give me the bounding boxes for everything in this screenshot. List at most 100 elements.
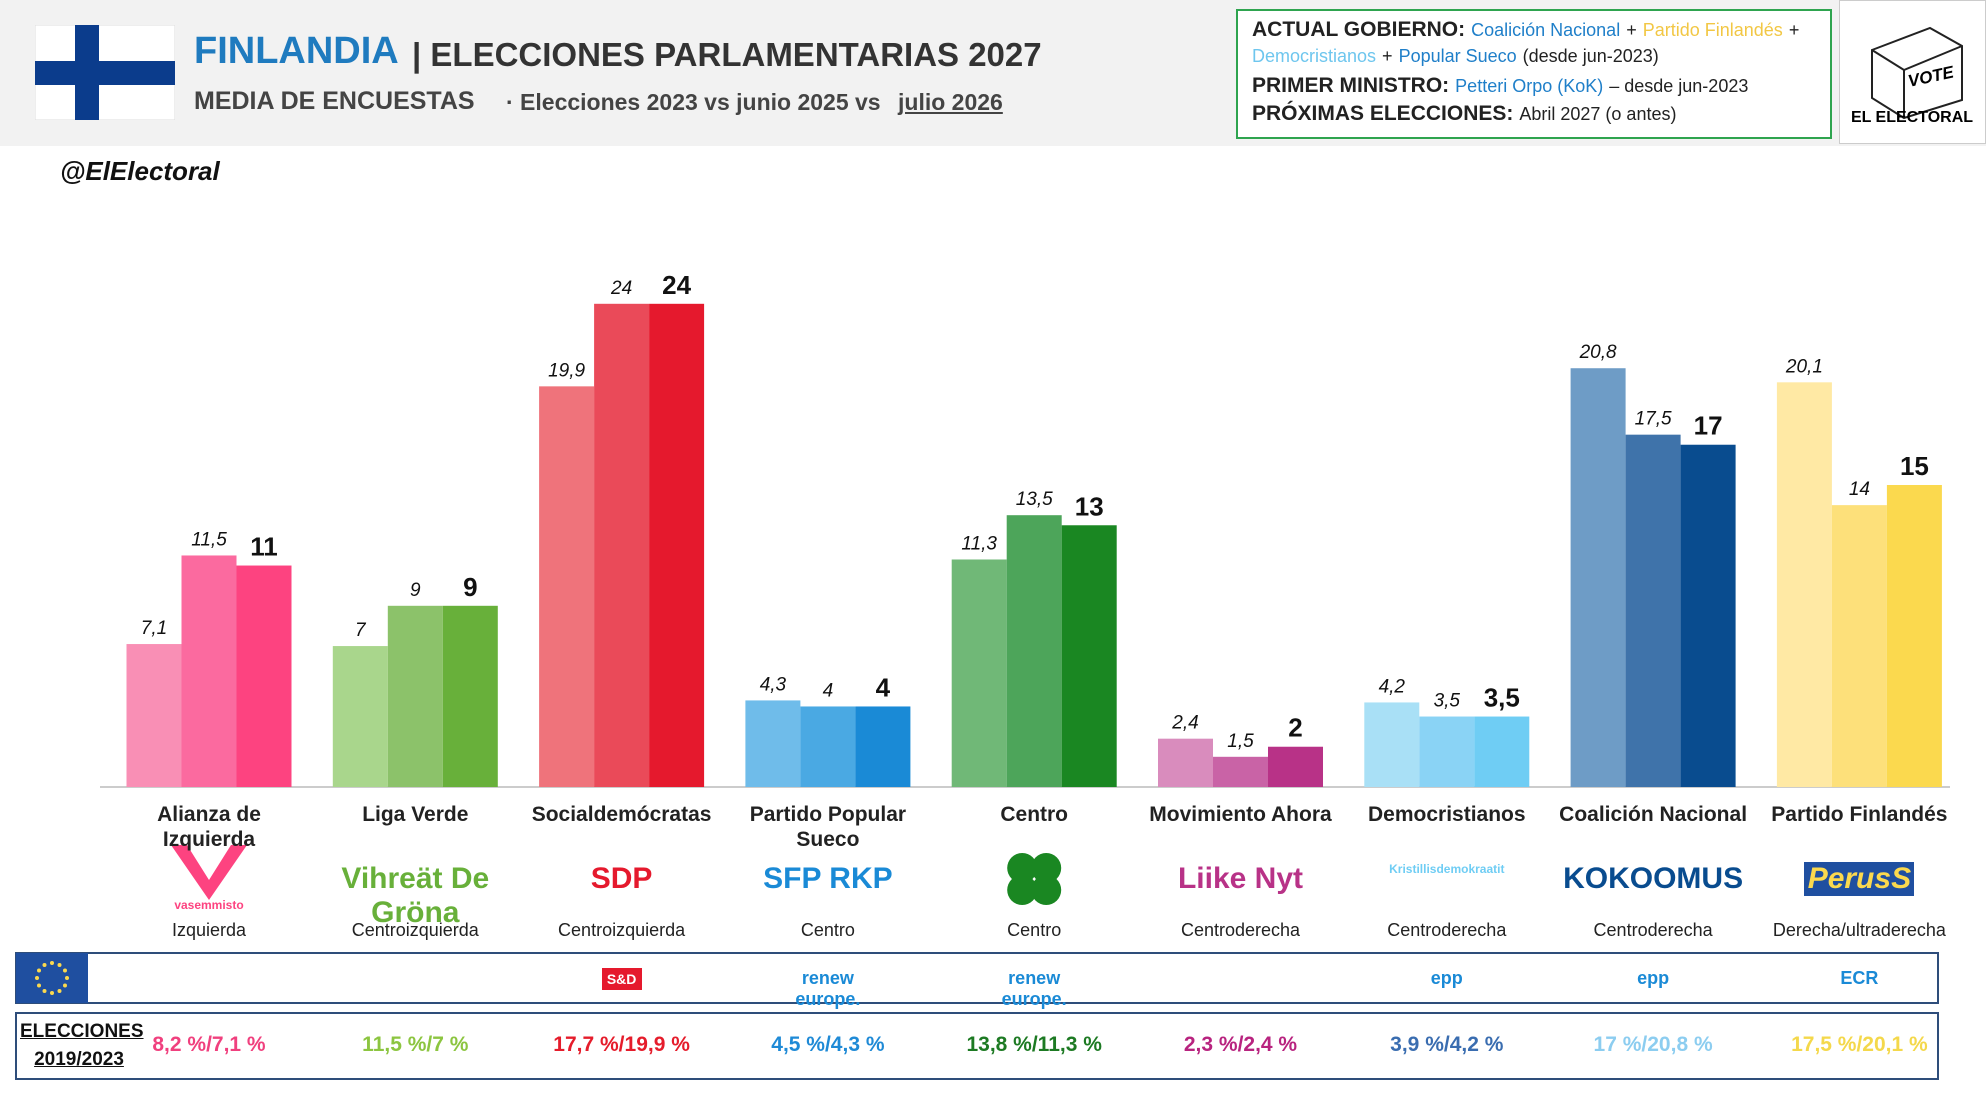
clover-leaf [1031,875,1062,905]
value-label: 20,1 [1785,356,1823,377]
bar [1061,525,1117,787]
category-label: Coalición Nacional [1559,803,1748,826]
category-label: Socialdemócratas [531,803,712,826]
election-result: 4,5 %/4,3 % [771,1033,885,1056]
category-label: Centro [1000,803,1069,826]
clover-leaf [1007,853,1038,883]
ideology: Derecha/ultraderecha [1772,920,1946,940]
value-label: 11 [250,532,278,562]
party-logo: SDP [590,862,653,895]
category-label: Democristianos [1368,803,1526,826]
title: | ELECCIONES PARLAMENTARIAS 2027 [412,36,1042,73]
eu-star [42,988,47,993]
party-logo: KOKOOMUS [1563,862,1744,895]
party-logo: Kristillisdemokraatit [1389,862,1505,876]
gov-text: PRIMER MINISTRO: [1252,74,1450,97]
v-mark [171,845,247,900]
value-label: 20,8 [1579,342,1617,363]
category-label: Liga Verde [362,803,469,826]
gov-text: + [1626,20,1637,40]
value-label: 9 [463,572,477,602]
bar [745,700,801,787]
election-result: 8,2 %/7,1 % [152,1033,266,1056]
bar [649,303,705,787]
eu-group: ECR [1840,968,1879,988]
value-label: 15 [1900,451,1929,481]
party-logo: Liike Nyt [1177,862,1304,895]
election-result: 3,9 %/4,2 % [1390,1033,1504,1056]
category-label: Movimiento Ahora [1149,803,1332,826]
eu-star [35,976,39,980]
value-label: 17 [1694,411,1723,441]
bar [1213,756,1268,787]
party-logo: Vihreät De Gröna [341,862,490,929]
party-logo: SFP RKP [763,862,893,895]
gov-line: PRÓXIMAS ELECCIONES: Abril 2027 (o antes) [1252,102,1682,126]
bar [1831,505,1887,787]
eu-group: renew europe. [1001,968,1067,1009]
value-label: 3,5 [1434,691,1461,712]
value-label: 9 [410,580,421,601]
gov-line: Democristianos + Popular Sueco (desde jun-2… [1252,46,1665,67]
eu-star [37,968,42,973]
value-label: 13 [1075,491,1104,521]
value-label: 7,1 [141,618,167,639]
results-label: ELECCIONES 2019/2023 [20,1021,144,1070]
election-result: 2,3 %/2,4 % [1183,1033,1298,1056]
party-logo: vasemmisto [174,898,244,912]
gov-text: Popular Sueco [1398,46,1517,66]
gov-text: Coalición Nacional [1471,20,1621,40]
country: FINLANDIA [194,30,399,72]
election-result: 17 %/20,8 % [1593,1033,1713,1056]
eu-star [50,991,54,995]
subtitle-highlight: julio 2026 [898,89,1003,115]
value-label: 14 [1849,479,1870,500]
ideology: Centro [800,920,855,940]
eu-star [62,968,67,973]
bar [539,386,595,787]
value-label: 11,3 [961,533,997,554]
ideology: Centroizquierda [351,920,479,940]
gov-text: Partido Finlandés [1642,20,1783,40]
gov-text: ACTUAL GOBIERNO: [1252,18,1466,41]
bar [442,605,498,787]
clover-leaf [1031,853,1062,883]
ideology: Centroderecha [1387,920,1507,940]
election-result: 13,8 %/11,3 % [966,1033,1102,1056]
bar [800,706,856,787]
ideology: Izquierda [171,920,247,940]
category-label: Partido Popular Sueco [749,803,907,851]
eu-group: epp [1637,968,1670,988]
eu-star [62,983,67,988]
ideology: Centroderecha [1180,920,1301,940]
value-label: 24 [610,278,632,299]
gov-text: + [1788,20,1800,40]
bar [1474,716,1530,787]
value-label: 3,5 [1484,683,1520,713]
eu-star [50,961,54,965]
election-result: 17,7 %/19,9 % [553,1033,690,1056]
handle: @ElElectoral [60,156,220,186]
value-label: 4,3 [760,674,787,695]
bar [181,555,237,787]
eu-group: epp [1430,968,1463,988]
results-row [15,1012,1939,1080]
value-label: 2,4 [1171,713,1198,734]
gov-line: PRIMER MINISTRO: Petteri Orpo (KoK) – desd… [1252,74,1754,98]
gov-text: (desde jun-2023) [1522,46,1659,66]
bar [332,646,388,787]
gov-text: PRÓXIMAS ELECCIONES: [1252,102,1514,125]
ideology: Centro [1007,920,1062,940]
bar [1419,716,1475,787]
gov-text: Democristianos [1252,46,1377,66]
gov-text: – desde jun-2023 [1609,76,1749,96]
bar [1364,702,1420,787]
category-label: Partido Finlandés [1771,803,1948,826]
ideology: Centroderecha [1593,920,1713,940]
value-label: 2 [1288,713,1302,743]
value-label: 17,5 [1635,409,1672,430]
flag [35,25,175,120]
eu-star [37,983,42,988]
